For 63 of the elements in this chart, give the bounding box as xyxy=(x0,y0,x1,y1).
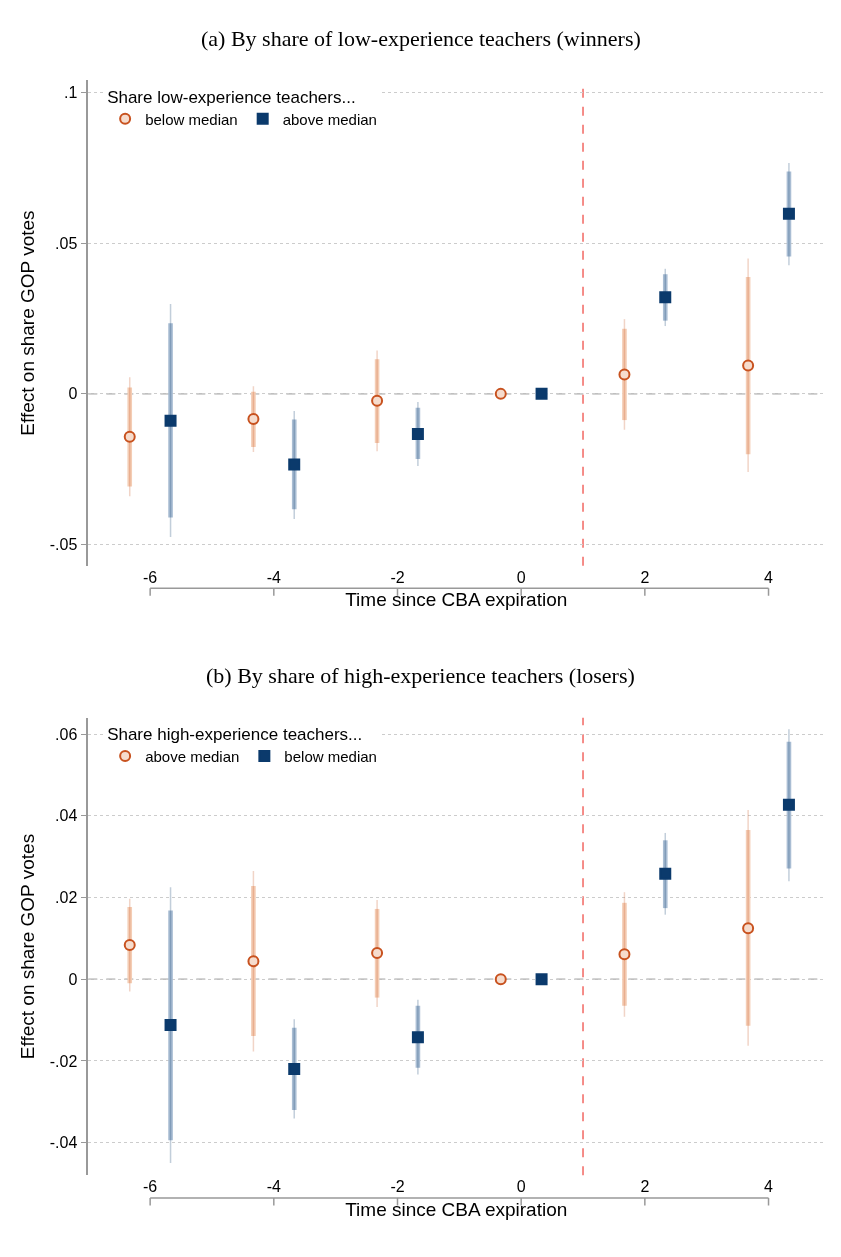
point xyxy=(659,291,672,304)
point xyxy=(659,867,672,880)
point xyxy=(164,1018,177,1031)
point xyxy=(164,414,177,427)
legend-label: above median xyxy=(282,110,377,128)
y-tick-label: -.04 xyxy=(49,1134,78,1152)
x-tick-label: -4 xyxy=(266,568,282,586)
x-tick-label: -2 xyxy=(390,1178,405,1196)
x-axis-title: Time since CBA expiration xyxy=(345,589,568,611)
point xyxy=(371,947,384,960)
point xyxy=(411,427,424,440)
point xyxy=(288,458,301,471)
x-tick-label: 2 xyxy=(640,1178,650,1196)
point xyxy=(288,1063,301,1076)
y-tick-label: 0 xyxy=(68,385,78,403)
point xyxy=(618,948,631,961)
point xyxy=(411,1031,424,1044)
point xyxy=(742,922,755,935)
point xyxy=(123,430,136,443)
point xyxy=(123,938,136,951)
bar xyxy=(168,323,173,518)
x-tick-label: 0 xyxy=(516,1178,526,1196)
y-tick-label: .05 xyxy=(55,234,78,252)
chart-title: (b) By share of high-experience teachers (losers) xyxy=(206,663,635,688)
legend-title: Share high-experience teachers... xyxy=(107,724,363,744)
legend-label: below median xyxy=(284,747,377,765)
legend-title: Share low-experience teachers... xyxy=(107,87,356,107)
y-axis-title: Effect on share GOP votes xyxy=(17,833,39,1060)
y-tick-label: .06 xyxy=(55,725,78,743)
x-tick-label: -6 xyxy=(143,1178,158,1196)
point xyxy=(535,973,548,986)
y-tick-label: -.05 xyxy=(49,536,78,554)
y-tick-label: -.02 xyxy=(49,1052,78,1070)
x-tick-label: 0 xyxy=(516,568,526,586)
x-tick-label: 2 xyxy=(640,568,650,586)
y-tick-label: .04 xyxy=(55,807,78,825)
bar xyxy=(168,910,173,1141)
x-tick-label: 4 xyxy=(764,568,774,586)
y-tick-label: .02 xyxy=(55,889,78,907)
point xyxy=(247,955,260,968)
point xyxy=(618,368,631,381)
x-tick-label: -2 xyxy=(390,568,405,586)
point xyxy=(742,359,755,372)
y-tick-label: .1 xyxy=(64,84,78,102)
point xyxy=(535,387,548,400)
bar xyxy=(251,886,256,1036)
x-tick-label: 4 xyxy=(764,1178,774,1196)
point xyxy=(494,387,507,400)
y-tick-label: 0 xyxy=(68,970,78,988)
y-axis-title: Effect on share GOP votes xyxy=(17,210,39,436)
x-axis-title: Time since CBA expiration xyxy=(345,1199,568,1221)
x-tick-label: -6 xyxy=(143,568,158,586)
point xyxy=(247,412,260,425)
bar xyxy=(622,902,627,1006)
point xyxy=(782,207,795,220)
bar xyxy=(127,387,133,487)
chart-title: (a) By share of low-experience teachers (winners) xyxy=(201,26,641,51)
x-tick-label: -4 xyxy=(266,1178,282,1196)
point xyxy=(371,394,384,407)
legend-label: above median xyxy=(145,747,240,765)
legend-label: below median xyxy=(145,110,238,128)
point xyxy=(494,973,507,986)
point xyxy=(782,798,795,811)
